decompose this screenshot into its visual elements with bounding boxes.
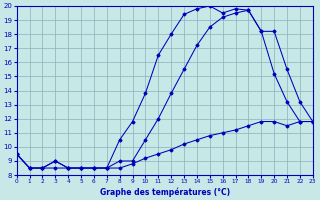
X-axis label: Graphe des températures (°C): Graphe des températures (°C) (100, 187, 230, 197)
